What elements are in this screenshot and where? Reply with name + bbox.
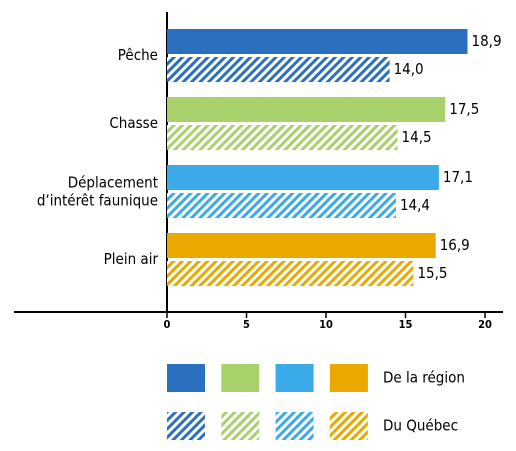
value-label: 16,9 — [440, 236, 470, 254]
bar — [167, 97, 446, 122]
legend-swatch — [167, 364, 205, 392]
category-label: Pêche — [118, 46, 158, 64]
bar — [167, 29, 468, 54]
value-label: 15,5 — [417, 264, 447, 282]
value-label: 18,9 — [472, 32, 502, 50]
bar — [167, 165, 439, 190]
legend-swatch — [221, 364, 260, 392]
x-tick-label: 20 — [478, 318, 492, 331]
category-label: Chasse — [109, 114, 158, 132]
value-label: 17,1 — [443, 168, 473, 186]
legend-swatch — [167, 412, 205, 440]
bar — [167, 233, 436, 258]
x-tick-label: 0 — [164, 318, 171, 331]
category-label: Plein air — [104, 250, 159, 268]
legend-label: Du Québec — [383, 417, 458, 435]
legend-swatch — [275, 364, 314, 392]
bar — [167, 193, 396, 218]
bar — [167, 125, 398, 150]
value-label: 14,0 — [394, 60, 424, 78]
x-tick-label: 5 — [243, 318, 250, 331]
value-label: 14,4 — [400, 196, 430, 214]
legend-label: De la région — [383, 369, 465, 387]
x-tick-label: 10 — [319, 318, 333, 331]
value-label: 14,5 — [402, 128, 432, 146]
x-tick-label: 15 — [399, 318, 413, 331]
legend-swatch — [275, 412, 314, 440]
bar — [167, 57, 390, 82]
legend-swatch — [329, 364, 368, 392]
category-label: Déplacement d’intérêt faunique — [37, 173, 158, 209]
legend-swatch — [329, 412, 368, 440]
value-label: 17,5 — [449, 100, 479, 118]
bar — [167, 261, 414, 286]
legend-swatch — [221, 412, 260, 440]
